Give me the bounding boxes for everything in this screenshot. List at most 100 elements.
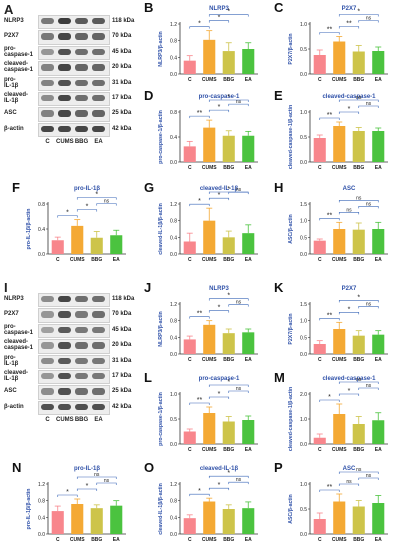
blot-band bbox=[75, 48, 88, 56]
western-blot-panel-i: NLRP3 118 kDa P2X7 70 kDa pro-caspase-1 45 kD… bbox=[0, 278, 140, 423]
blot-row-label: cleaved- IL-1β bbox=[4, 92, 29, 104]
significance-bracket bbox=[208, 191, 249, 194]
significance-bracket bbox=[358, 477, 379, 480]
blot-band bbox=[41, 403, 54, 411]
y-tick-label: 0.0 bbox=[300, 352, 307, 358]
significance-label: * bbox=[218, 15, 221, 22]
panel-letter: L bbox=[144, 370, 152, 385]
blot-row-label: pro-caspase-1 bbox=[4, 323, 34, 336]
bar-cums bbox=[203, 127, 216, 162]
blot-band bbox=[92, 48, 105, 56]
significance-label: * bbox=[218, 192, 221, 199]
bar-ea bbox=[242, 508, 255, 534]
bar-ea bbox=[110, 505, 123, 534]
significance-label: ns bbox=[104, 478, 110, 484]
chart-svg: B NLRP3 0.0 0.4 0.8 1.2 NLRP3/β-actin C CUMS BBG E… bbox=[144, 0, 258, 83]
y-tick-label: 1.2 bbox=[170, 302, 177, 308]
y-tick-label: 0.4 bbox=[38, 227, 45, 233]
blot-row-label: pro- IL-1β bbox=[4, 76, 19, 89]
x-tick-label: C bbox=[318, 165, 322, 171]
blot-row-label: cleaved-caspase-1 bbox=[4, 61, 34, 74]
significance-bracket bbox=[189, 26, 210, 29]
significance-label: ns bbox=[366, 383, 372, 389]
x-tick-label: BBG bbox=[353, 447, 364, 453]
significance-bracket bbox=[338, 212, 360, 215]
significance-label: * bbox=[198, 488, 201, 495]
panel-letter: N bbox=[12, 460, 21, 475]
bar-c bbox=[51, 240, 64, 254]
blot-band bbox=[92, 33, 105, 40]
blot-lane-label: BBG bbox=[74, 417, 89, 424]
bar-ea bbox=[372, 51, 385, 74]
significance-bracket bbox=[358, 105, 379, 108]
blot-band bbox=[58, 79, 71, 86]
significance-bracket bbox=[228, 390, 249, 393]
blot-band bbox=[41, 33, 54, 40]
panel-letter: G bbox=[144, 180, 154, 195]
y-tick-label: 1.0 bbox=[300, 110, 307, 116]
x-tick-label: C bbox=[188, 447, 192, 453]
blot-kda-label: 118 kDa bbox=[112, 296, 135, 302]
bar-bbg bbox=[352, 506, 365, 534]
bar-ea bbox=[372, 503, 385, 534]
panel-letter-a: A bbox=[4, 2, 14, 17]
blot-kda-label: 70 kDa bbox=[112, 33, 132, 40]
x-tick-label: EA bbox=[245, 165, 252, 171]
blot-band bbox=[92, 110, 105, 117]
significance-bracket bbox=[358, 20, 379, 23]
blot-band bbox=[75, 342, 88, 349]
y-axis-label: ASC/β-actin bbox=[288, 214, 294, 243]
panel-letter-i: I bbox=[4, 280, 8, 295]
blot-kda-label: 25 kDa bbox=[112, 110, 132, 117]
blot-band bbox=[92, 64, 105, 71]
blot-band bbox=[92, 125, 105, 133]
bar-bbg bbox=[222, 135, 235, 162]
blot-band bbox=[75, 403, 88, 411]
significance-bracket bbox=[338, 14, 379, 17]
bar-ea bbox=[110, 235, 123, 254]
bar-bbg bbox=[352, 229, 365, 254]
chart-title: cleaved-caspase-1 bbox=[322, 94, 376, 100]
x-tick-label: CUMS bbox=[202, 357, 217, 363]
blot-band bbox=[58, 33, 71, 40]
significance-bracket bbox=[208, 14, 249, 17]
bar-cums bbox=[333, 501, 346, 534]
significance-label: * bbox=[357, 9, 360, 16]
bar-bbg bbox=[352, 131, 365, 162]
x-tick-label: C bbox=[318, 447, 322, 453]
y-tick-label: 0.0 bbox=[300, 532, 307, 538]
chart-svg: K P2X7 0.0 0.5 1.0 1.5 P2X7/β-actin C CUMS BBG EA *… bbox=[274, 280, 388, 363]
blot-band bbox=[92, 79, 105, 86]
blot-band bbox=[58, 373, 71, 380]
bar-c bbox=[313, 519, 326, 534]
chart-title: cleaved-IL-1β bbox=[200, 186, 239, 192]
bar-c bbox=[183, 518, 196, 534]
x-tick-label: C bbox=[188, 357, 192, 363]
significance-bracket bbox=[208, 109, 230, 113]
y-tick-label: 1.2 bbox=[38, 482, 45, 488]
bar-cums bbox=[203, 501, 216, 534]
blot-band bbox=[41, 110, 54, 117]
blot-lane-label: EA bbox=[94, 417, 103, 424]
significance-label: * bbox=[95, 192, 98, 199]
blot-band bbox=[75, 18, 88, 25]
significance-bracket bbox=[338, 471, 379, 474]
chart-title: pro-caspase-1 bbox=[199, 376, 240, 382]
significance-bracket bbox=[228, 304, 249, 307]
significance-bracket bbox=[338, 26, 360, 29]
x-tick-label: CUMS bbox=[70, 537, 85, 543]
significance-bracket bbox=[358, 306, 379, 309]
x-tick-label: EA bbox=[245, 447, 252, 453]
bar-c bbox=[313, 240, 326, 254]
y-axis-label: cleaved-caspase-1/β-actin bbox=[288, 105, 294, 169]
bar-chart-c: C P2X7 0.0 0.5 1.0 P2X7/β-actin C CUMS BBG EA ** **… bbox=[272, 0, 396, 88]
bar-c bbox=[183, 60, 196, 74]
blot-band bbox=[75, 326, 88, 334]
significance-label: * bbox=[218, 104, 221, 111]
